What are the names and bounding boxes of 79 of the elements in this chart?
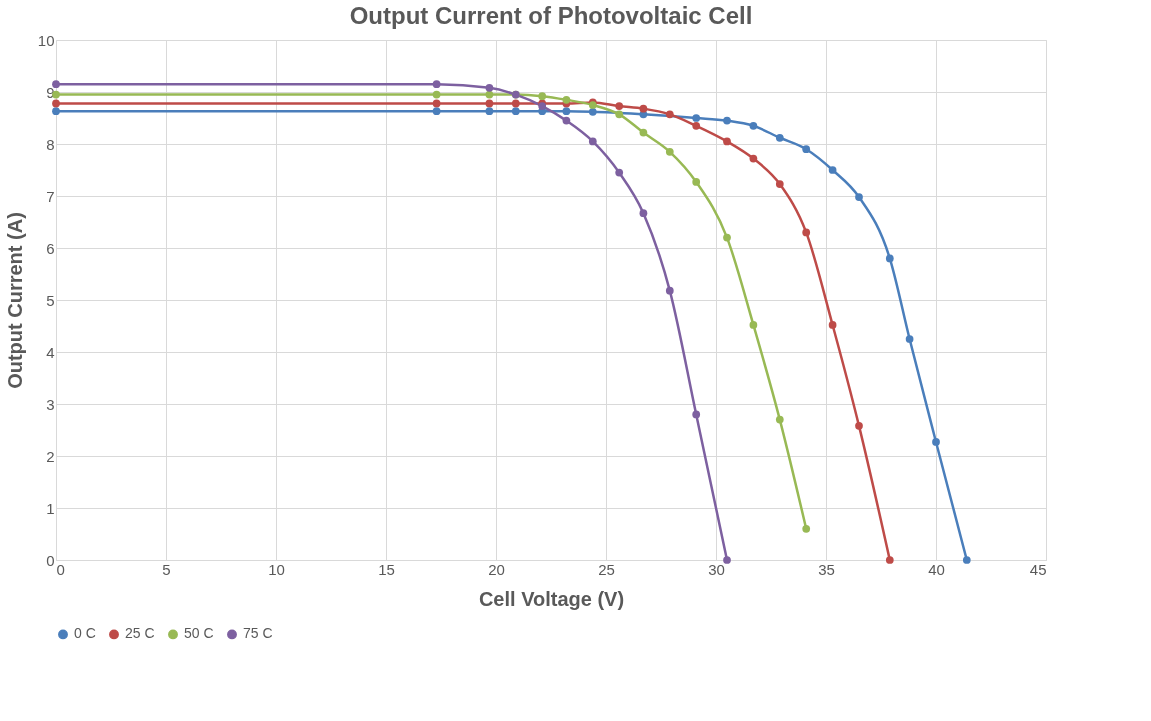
y-tick-label: 5 [46, 291, 55, 309]
legend-label: 50 C [184, 625, 214, 642]
point [639, 209, 648, 218]
point [485, 99, 494, 108]
y-tick-label: 6 [46, 239, 55, 257]
point [665, 110, 674, 119]
y-tick-label: 4 [46, 343, 55, 361]
y-tick-label: 3 [46, 395, 55, 413]
x-tick-label: 25 [598, 560, 615, 578]
point [665, 286, 674, 295]
y-axis-title: Output Current (A) [3, 212, 26, 389]
x-tick-label: 10 [268, 560, 285, 578]
point [52, 80, 60, 89]
chart-title: Output Current of Photovoltaic Cell [349, 2, 753, 29]
point [723, 116, 731, 125]
x-tick-label: 35 [818, 560, 835, 578]
point [855, 193, 863, 201]
legend-label: 25 C [125, 625, 155, 642]
point [905, 335, 914, 343]
x-axis-title: Cell Voltage (V) [478, 587, 625, 610]
point [692, 178, 701, 186]
point [855, 421, 863, 430]
point [885, 254, 894, 263]
y-tick-label: 2 [46, 447, 55, 465]
point [432, 90, 441, 99]
legend-label: 0 C [74, 625, 96, 642]
point [588, 107, 597, 116]
point [538, 92, 547, 101]
point [723, 556, 731, 564]
y-tick-label: 8 [46, 135, 55, 153]
point [775, 133, 784, 142]
point [665, 147, 674, 156]
point [802, 228, 811, 237]
point [723, 233, 731, 242]
point [692, 121, 701, 130]
x-tick-label: 5 [162, 560, 171, 578]
point [432, 107, 441, 116]
x-tick-label: 45 [1029, 560, 1047, 578]
point [511, 99, 520, 108]
point [485, 107, 494, 116]
point [885, 556, 894, 564]
point [615, 110, 624, 119]
point [932, 438, 940, 446]
y-tick-label: 10 [37, 31, 55, 49]
point [615, 168, 624, 177]
point [775, 180, 784, 188]
point [511, 107, 520, 116]
point [749, 121, 758, 130]
point [775, 415, 784, 424]
point [52, 107, 60, 116]
point [485, 90, 494, 99]
point [723, 137, 731, 146]
y-tick-label: 7 [46, 187, 55, 205]
point [828, 321, 837, 329]
point [828, 166, 837, 174]
x-tick-label: 40 [928, 560, 945, 578]
x-tick-label: 20 [488, 560, 505, 578]
point [802, 145, 811, 154]
point [562, 95, 571, 104]
point [588, 137, 597, 146]
point [562, 107, 571, 116]
point [962, 556, 971, 564]
point [562, 116, 571, 125]
point [485, 83, 494, 92]
point [692, 114, 701, 122]
point [639, 128, 648, 137]
point [749, 321, 758, 329]
point [692, 410, 701, 419]
point [432, 99, 441, 108]
y-tick-label: 1 [46, 499, 55, 517]
legend-label: 75 C [243, 625, 273, 642]
x-tick-label: 30 [708, 560, 725, 578]
point [52, 99, 60, 108]
point [615, 102, 624, 110]
point [639, 104, 648, 113]
point [749, 154, 758, 163]
x-tick-label: 15 [378, 560, 395, 578]
point [802, 524, 811, 533]
point [432, 80, 441, 89]
